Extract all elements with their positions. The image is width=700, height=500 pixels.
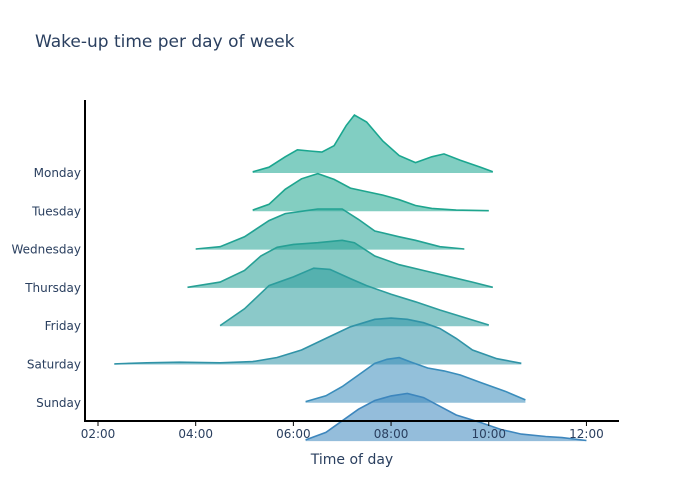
y-tick-label-thursday: Thursday [24, 281, 81, 295]
x-tick-label: 12:00 [569, 427, 604, 441]
y-ticks: Monday Tuesday Wednesday Thursday Friday Satu… [12, 166, 81, 410]
y-tick-label-tuesday: Tuesday [31, 204, 81, 218]
x-axis-title: Time of day [310, 452, 393, 468]
ridge-line-sunday [305, 356, 526, 403]
ridge-line-wednesday [195, 208, 465, 250]
x-tick-label: 06:00 [276, 427, 311, 441]
ridge-line-tuesday [252, 172, 489, 212]
ridge-area-thursday [187, 240, 493, 288]
x-tick-label: 10:00 [471, 427, 506, 441]
x-tick-label: 04:00 [178, 427, 213, 441]
ridge-area-monday [252, 115, 493, 173]
ridge-line-saturday [114, 317, 522, 365]
ridge-area-friday [220, 268, 489, 327]
y-tick-label-sunday: Sunday [36, 396, 81, 410]
ridge-line-thursday [187, 239, 493, 289]
y-tick-label-wednesday: Wednesday [12, 243, 81, 257]
ridge-area-unlabeled-7 [305, 393, 587, 442]
y-tick-label-monday: Monday [34, 166, 81, 180]
chart-title: Wake-up time per day of week [35, 32, 295, 52]
x-tick-label: 02:00 [81, 427, 116, 441]
y-tick-label-friday: Friday [45, 319, 81, 333]
ridge-area-tuesday [252, 173, 489, 212]
ridge-line-friday [219, 267, 490, 327]
ridge-line-monday [252, 113, 494, 173]
ridge-area-wednesday [195, 209, 465, 250]
y-tick-label-saturday: Saturday [27, 358, 81, 372]
ridges-layer [114, 113, 587, 442]
ridge-area-sunday [305, 357, 526, 403]
ridge-line-unlabeled-7 [305, 392, 587, 442]
ridge-area-saturday [114, 318, 522, 365]
x-ticks: 02:00 04:00 06:00 08:00 10:00 12:00 [81, 421, 604, 441]
x-tick-label: 08:00 [374, 427, 409, 441]
